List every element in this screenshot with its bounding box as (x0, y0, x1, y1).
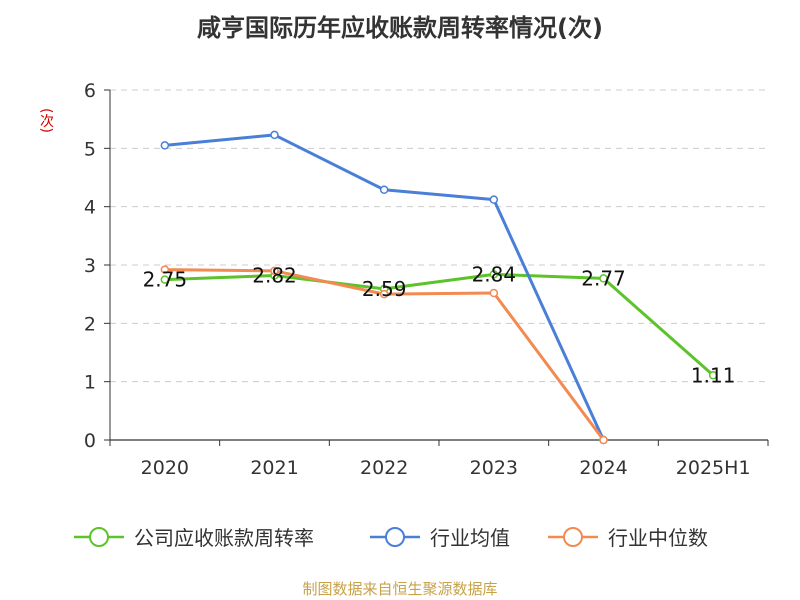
y-tick-label: 4 (84, 197, 96, 219)
series-point-2 (270, 130, 279, 140)
x-tick-label: 2020 (141, 457, 189, 479)
series-point-1 (708, 371, 718, 380)
series-point-3 (160, 265, 170, 274)
series-point-3 (270, 266, 279, 276)
y-tick-label: 6 (84, 80, 96, 102)
data-label: 1.11 (691, 363, 736, 387)
y-tick-label: 5 (84, 138, 96, 160)
legend-marker (89, 527, 109, 547)
series-point-3 (489, 288, 499, 298)
series-point-3 (599, 435, 608, 445)
series-line-1 (164, 272, 715, 377)
x-tick-label: 2022 (360, 457, 408, 479)
y-tick-label: 1 (84, 372, 96, 394)
legend-label: 行业中位数 (608, 526, 708, 550)
series-point-1 (160, 275, 170, 284)
source-note: 制图数据来自恒生聚源数据库 (302, 580, 498, 598)
series-point-3 (379, 289, 389, 299)
series-point-1 (489, 270, 499, 279)
chart-title: 咸亨国际历年应收账款周转率情况(次) (197, 14, 603, 42)
x-tick-label: 2023 (470, 457, 518, 479)
y-axis-label: (次) (38, 108, 54, 133)
series-point-2 (379, 185, 389, 194)
y-tick-label: 2 (84, 313, 96, 335)
legend-marker (563, 527, 583, 547)
y-tick-label: 3 (84, 255, 96, 277)
legend-label: 行业均值 (430, 526, 510, 550)
x-tick-label: 2025H1 (676, 457, 751, 479)
series-point-2 (160, 141, 170, 150)
legend-marker (385, 527, 405, 547)
data-label: 2.75 (143, 268, 188, 292)
y-tick-label: 0 (84, 430, 96, 452)
data-label: 2.82 (252, 264, 297, 288)
data-label: 2.59 (362, 277, 407, 301)
series-point-2 (489, 195, 499, 204)
data-label: 2.77 (581, 266, 626, 290)
x-tick-label: 2021 (250, 457, 298, 479)
data-label: 2.84 (472, 262, 517, 286)
x-tick-label: 2024 (579, 457, 627, 479)
legend-label: 公司应收账款周转率 (134, 526, 314, 550)
series-point-1 (599, 274, 608, 283)
